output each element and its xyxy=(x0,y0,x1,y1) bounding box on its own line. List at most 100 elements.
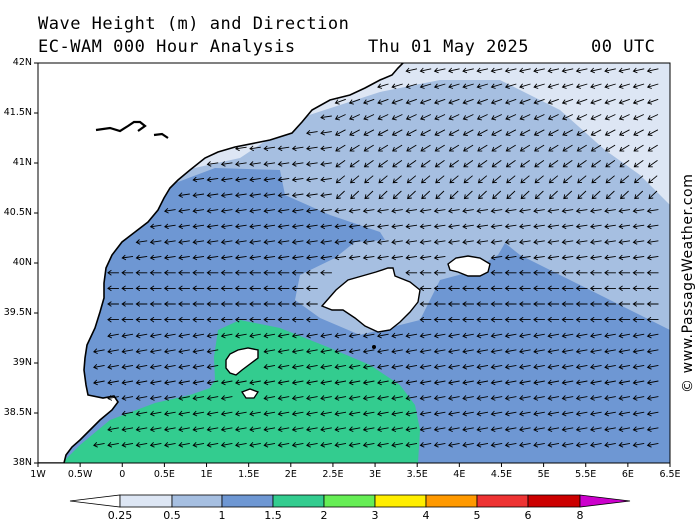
wave-arrow xyxy=(178,332,190,339)
wave-arrow xyxy=(235,145,247,152)
wave-arrow xyxy=(519,441,531,448)
wave-arrow xyxy=(490,441,503,448)
lon-label: 1.5E xyxy=(238,469,260,480)
wave-arrow xyxy=(291,192,304,198)
wave-arrow xyxy=(490,285,503,292)
wave-arrow xyxy=(448,98,460,105)
wave-arrow xyxy=(533,269,545,276)
wave-arrow xyxy=(178,239,190,245)
wave-arrow xyxy=(492,175,502,184)
colorbar-cell xyxy=(527,494,581,508)
wave-arrow xyxy=(561,395,574,401)
wave-arrow xyxy=(320,207,332,214)
wave-arrow xyxy=(590,114,602,121)
wave-arrow xyxy=(504,410,517,417)
wave-arrow xyxy=(533,98,545,105)
wave-arrow xyxy=(504,441,517,448)
wave-arrow xyxy=(590,348,602,355)
wave-arrow xyxy=(562,114,573,121)
wave-arrow xyxy=(263,332,276,339)
wave-arrow xyxy=(576,98,588,105)
wave-arrow xyxy=(632,239,645,245)
wave-arrow xyxy=(447,316,460,323)
wave-arrow xyxy=(448,363,460,370)
wave-arrow xyxy=(405,114,417,121)
wave-arrow xyxy=(348,239,361,245)
wave-arrow xyxy=(575,223,588,230)
wave-arrow xyxy=(632,285,645,292)
wave-arrow xyxy=(206,441,219,448)
wave-arrow xyxy=(504,67,517,74)
wave-arrow xyxy=(604,363,616,370)
wave-arrow xyxy=(377,254,389,261)
wave-arrow xyxy=(448,67,460,74)
wave-arrow xyxy=(320,410,332,417)
wave-arrow xyxy=(419,239,432,245)
wave-arrow xyxy=(604,129,616,136)
wave-arrow xyxy=(647,98,659,105)
wave-arrow xyxy=(178,223,190,230)
wave-arrow xyxy=(476,83,489,89)
wave-arrow xyxy=(93,363,105,370)
wave-arrow xyxy=(576,129,588,136)
wave-arrow xyxy=(306,161,318,167)
colorbar-label: 8 xyxy=(576,509,584,522)
wave-arrow xyxy=(364,175,374,184)
colorbar-left-tip xyxy=(69,494,121,508)
wave-arrow xyxy=(249,285,261,292)
wave-arrow xyxy=(504,254,517,261)
wave-arrow xyxy=(206,379,219,386)
wave-arrow xyxy=(490,83,503,89)
colorbar-cell xyxy=(374,494,427,508)
wave-arrow xyxy=(632,223,645,230)
wave-arrow xyxy=(462,348,474,355)
wave-arrow xyxy=(377,410,389,417)
inland-lake-1 xyxy=(95,120,147,133)
wave-arrow xyxy=(547,254,560,261)
wave-arrow xyxy=(618,239,631,245)
wave-arrow xyxy=(518,285,531,292)
wave-arrow xyxy=(490,395,503,401)
wave-arrow xyxy=(178,426,190,433)
wave-arrow xyxy=(548,160,559,168)
wave-arrow xyxy=(462,316,474,323)
wave-arrow xyxy=(589,269,602,276)
wave-arrow xyxy=(405,207,418,214)
wave-arrow xyxy=(518,269,531,276)
wave-arrow xyxy=(448,379,460,386)
wave-arrow xyxy=(632,379,645,386)
wave-arrow xyxy=(334,98,346,105)
wave-arrow xyxy=(561,316,574,323)
wave-arrow xyxy=(605,175,615,184)
wave-arrow xyxy=(363,144,374,152)
wave-arrow xyxy=(378,175,388,184)
colorbar-label: 3 xyxy=(371,509,379,522)
wave-arrow xyxy=(263,363,276,370)
wave-arrow xyxy=(334,129,346,136)
wave-arrow xyxy=(504,223,517,230)
wave-arrow xyxy=(377,239,389,245)
wave-arrow xyxy=(135,348,148,355)
wave-arrow xyxy=(178,269,190,276)
wave-arrow xyxy=(362,207,375,214)
wave-arrow xyxy=(490,426,503,433)
wave-arrow xyxy=(306,207,318,214)
wave-arrow xyxy=(576,160,587,168)
wave-arrow xyxy=(632,348,645,355)
wave-arrow xyxy=(405,239,418,245)
lon-label: 1W xyxy=(30,469,46,480)
wave-arrow xyxy=(391,83,403,89)
wave-arrow xyxy=(178,441,190,448)
band-1-5-2 xyxy=(62,320,420,463)
wave-arrow xyxy=(192,441,205,448)
wave-arrow xyxy=(476,114,488,121)
wave-arrow xyxy=(263,145,276,152)
wave-arrow xyxy=(419,67,432,74)
wave-arrow xyxy=(378,190,388,200)
wave-arrow xyxy=(135,379,148,386)
wave-arrow xyxy=(348,379,361,386)
wave-arrow xyxy=(164,254,176,261)
wave-arrow xyxy=(192,239,205,245)
wave-arrow xyxy=(490,301,503,307)
wave-arrow xyxy=(533,426,545,433)
